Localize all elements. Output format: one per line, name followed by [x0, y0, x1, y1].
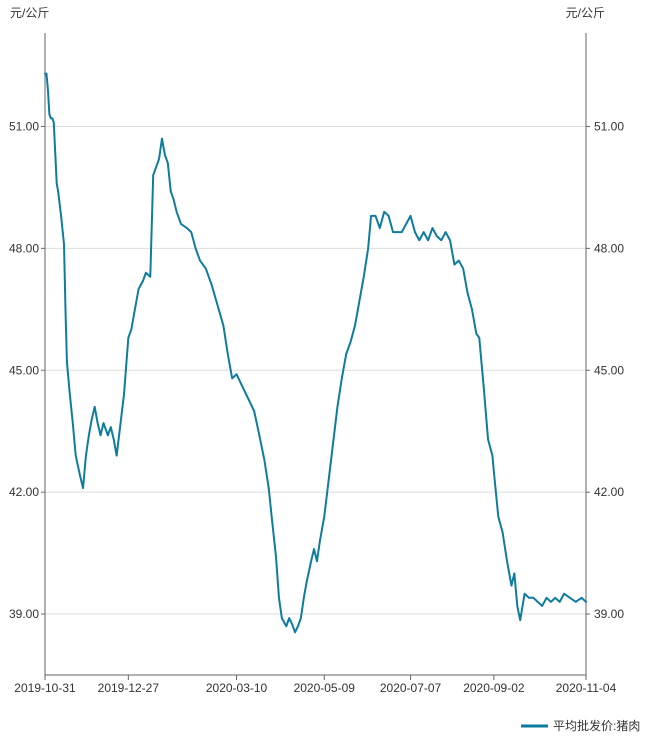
- y-axis-unit-right: 元/公斤: [566, 6, 605, 20]
- x-tick-label: 2020-11-04: [556, 681, 617, 695]
- y-tick-label-right: 42.00: [594, 485, 624, 499]
- y-axis-right-ticks: 39.00 42.00 45.00 48.00 51.00: [594, 119, 624, 621]
- y-tick-label-left: 51.00: [9, 119, 39, 133]
- y-tick-label-right: 51.00: [594, 119, 624, 133]
- y-tick-label-right: 48.00: [594, 241, 624, 255]
- y-tick-label-left: 42.00: [9, 485, 39, 499]
- legend[interactable]: 平均批发价:猪肉: [521, 718, 640, 733]
- y-tick-label-left: 45.00: [9, 363, 39, 377]
- y-axis-left-ticks: 39.00 42.00 45.00 48.00 51.00: [9, 119, 39, 621]
- legend-label: 平均批发价:猪肉: [553, 718, 640, 733]
- series-layer: [44, 72, 587, 634]
- y-axis-unit-left: 元/公斤: [10, 6, 49, 20]
- x-axis-ticks: 2019-10-31 2019-12-27 2020-03-10 2020-05-09…: [14, 675, 617, 695]
- y-tick-label-right: 39.00: [594, 607, 624, 621]
- series-line-pork-wholesale-price: [44, 72, 587, 634]
- x-tick-label: 2019-10-31: [14, 681, 76, 695]
- y-tick-label-left: 48.00: [9, 241, 39, 255]
- x-tick-label: 2020-07-07: [380, 681, 442, 695]
- x-tick-label: 2020-09-02: [463, 681, 525, 695]
- x-tick-label: 2019-12-27: [98, 681, 160, 695]
- x-tick-label: 2020-05-09: [294, 681, 356, 695]
- y-tick-label-right: 45.00: [594, 363, 624, 377]
- axes: [41, 33, 590, 676]
- y-tick-label-left: 39.00: [9, 607, 39, 621]
- x-tick-label: 2020-03-10: [206, 681, 268, 695]
